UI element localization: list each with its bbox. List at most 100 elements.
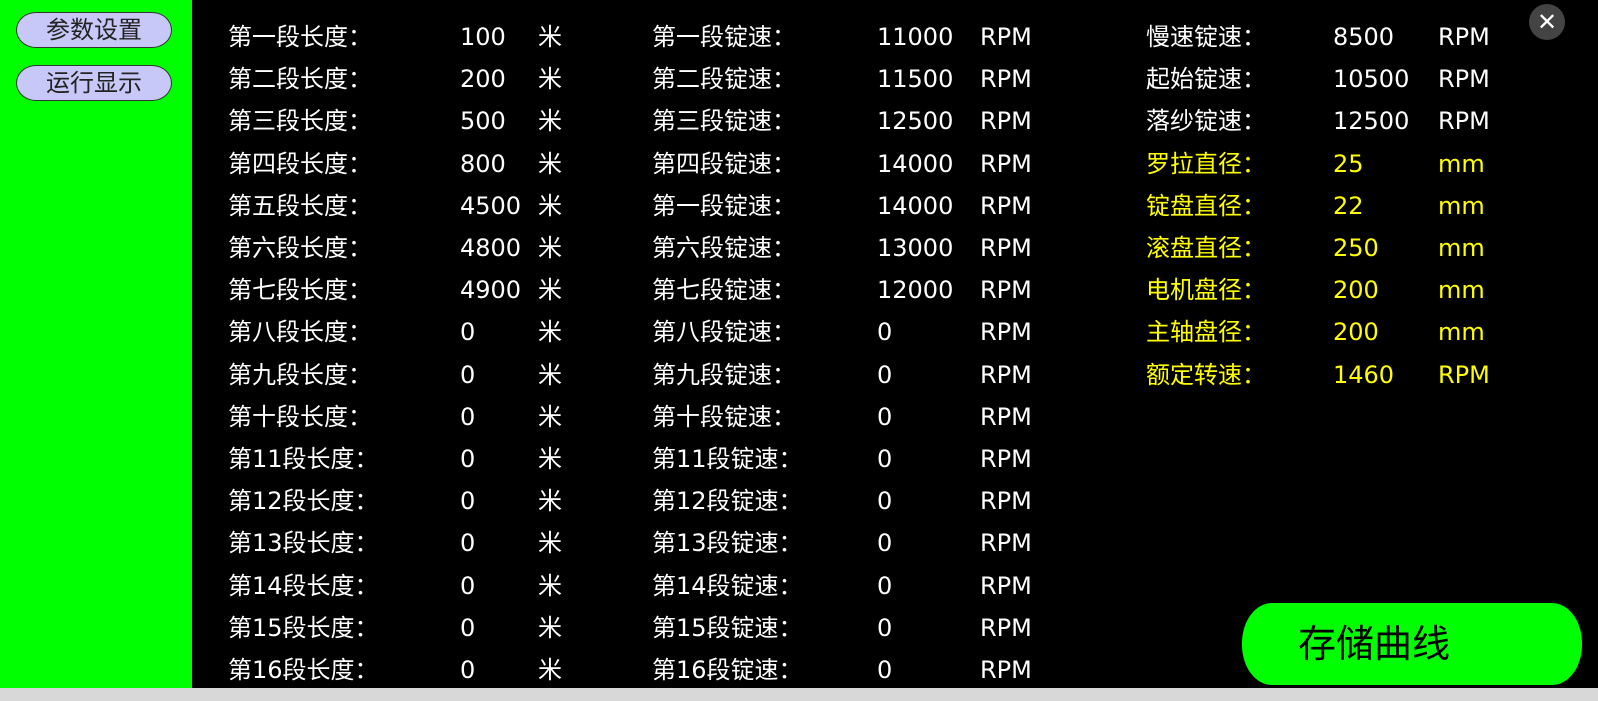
speed-unit: RPM	[980, 23, 1032, 51]
param-label: 主轴盘径：	[1146, 318, 1266, 347]
param-settings-button[interactable]: 参数设置	[16, 12, 172, 48]
speed-unit: RPM	[980, 107, 1032, 136]
param-unit: mm	[1438, 276, 1485, 305]
length-unit: 米	[538, 107, 562, 136]
length-unit: 米	[538, 487, 562, 516]
speed-label: 第一段锭速：	[652, 23, 796, 51]
speed-label: 第二段锭速：	[652, 65, 796, 94]
param-value: 25	[1333, 149, 1364, 178]
speed-unit: RPM	[980, 571, 1032, 600]
param-unit: RPM	[1438, 107, 1490, 136]
length-unit: 米	[538, 529, 562, 558]
length-value: 0	[460, 571, 476, 600]
parameter-panel	[192, 0, 1598, 688]
param-unit: mm	[1438, 191, 1485, 220]
param-value: 10500	[1333, 65, 1410, 94]
length-unit: 米	[538, 276, 562, 305]
length-value: 0	[460, 487, 476, 516]
speed-value: 14000	[877, 149, 954, 178]
param-label: 慢速锭速：	[1146, 23, 1266, 51]
speed-unit: RPM	[980, 191, 1032, 220]
length-value: 800	[460, 149, 506, 178]
speed-unit: RPM	[980, 149, 1032, 178]
param-label: 落纱锭速：	[1146, 107, 1266, 136]
speed-unit: RPM	[980, 65, 1032, 94]
speed-value: 0	[877, 613, 893, 642]
speed-label: 第11段锭速：	[652, 445, 803, 473]
param-label: 滚盘直径：	[1146, 234, 1266, 262]
speed-unit: RPM	[980, 445, 1032, 473]
length-unit: 米	[538, 402, 562, 431]
speed-value: 13000	[877, 234, 954, 262]
length-label: 第五段长度：	[228, 191, 372, 220]
speed-value: 0	[877, 529, 893, 558]
speed-label: 第12段锭速：	[652, 487, 803, 516]
speed-value: 14000	[877, 191, 954, 220]
speed-label: 第三段锭速：	[652, 107, 796, 136]
param-unit: mm	[1438, 234, 1485, 262]
length-unit: 米	[538, 191, 562, 220]
speed-unit: RPM	[980, 656, 1032, 684]
length-value: 4900	[460, 276, 522, 305]
speed-label: 第14段锭速：	[652, 571, 803, 600]
length-label: 第六段长度：	[228, 234, 372, 262]
length-label: 第十段长度：	[228, 402, 372, 431]
speed-unit: RPM	[980, 613, 1032, 642]
param-unit: mm	[1438, 318, 1485, 347]
length-label: 第九段长度：	[228, 360, 372, 389]
param-value: 12500	[1333, 107, 1410, 136]
length-label: 第二段长度：	[228, 65, 372, 94]
speed-unit: RPM	[980, 402, 1032, 431]
param-label: 锭盘直径：	[1146, 191, 1266, 220]
length-value: 100	[460, 23, 506, 51]
speed-value: 0	[877, 656, 893, 684]
length-unit: 米	[538, 318, 562, 347]
length-label: 第八段长度：	[228, 318, 372, 347]
length-label: 第11段长度：	[228, 445, 379, 473]
speed-unit: RPM	[980, 318, 1032, 347]
length-unit: 米	[538, 445, 562, 473]
param-value: 200	[1333, 318, 1379, 347]
length-label: 第三段长度：	[228, 107, 372, 136]
speed-label: 第一段锭速：	[652, 191, 796, 220]
speed-label: 第七段锭速：	[652, 276, 796, 305]
length-value: 0	[460, 402, 476, 431]
length-value: 200	[460, 65, 506, 94]
param-value: 200	[1333, 276, 1379, 305]
close-icon[interactable]: ✕	[1529, 4, 1565, 40]
length-value: 0	[460, 613, 476, 642]
length-unit: 米	[538, 65, 562, 94]
length-value: 0	[460, 445, 476, 473]
param-label: 额定转速：	[1146, 360, 1266, 389]
param-label: 罗拉直径：	[1146, 149, 1266, 178]
param-value: 22	[1333, 191, 1364, 220]
length-label: 第14段长度：	[228, 571, 379, 600]
speed-value: 0	[877, 487, 893, 516]
param-unit: RPM	[1438, 360, 1490, 389]
length-value: 0	[460, 318, 476, 347]
length-value: 0	[460, 529, 476, 558]
length-unit: 米	[538, 149, 562, 178]
param-value: 1460	[1333, 360, 1395, 389]
length-label: 第15段长度：	[228, 613, 379, 642]
param-value: 250	[1333, 234, 1379, 262]
speed-unit: RPM	[980, 276, 1032, 305]
speed-value: 12500	[877, 107, 954, 136]
length-label: 第一段长度：	[228, 23, 372, 51]
speed-value: 11500	[877, 65, 954, 94]
length-label: 第七段长度：	[228, 276, 372, 305]
save-curve-button[interactable]: 存储曲线	[1242, 603, 1582, 685]
speed-label: 第16段锭速：	[652, 656, 803, 684]
param-value: 8500	[1333, 23, 1395, 51]
param-label: 电机盘径：	[1146, 276, 1266, 305]
length-label: 第四段长度：	[228, 149, 372, 178]
speed-unit: RPM	[980, 487, 1032, 516]
length-value: 500	[460, 107, 506, 136]
length-unit: 米	[538, 23, 562, 51]
speed-value: 12000	[877, 276, 954, 305]
run-display-button[interactable]: 运行显示	[16, 65, 172, 101]
speed-label: 第八段锭速：	[652, 318, 796, 347]
param-unit: RPM	[1438, 23, 1490, 51]
length-label: 第12段长度：	[228, 487, 379, 516]
length-unit: 米	[538, 571, 562, 600]
